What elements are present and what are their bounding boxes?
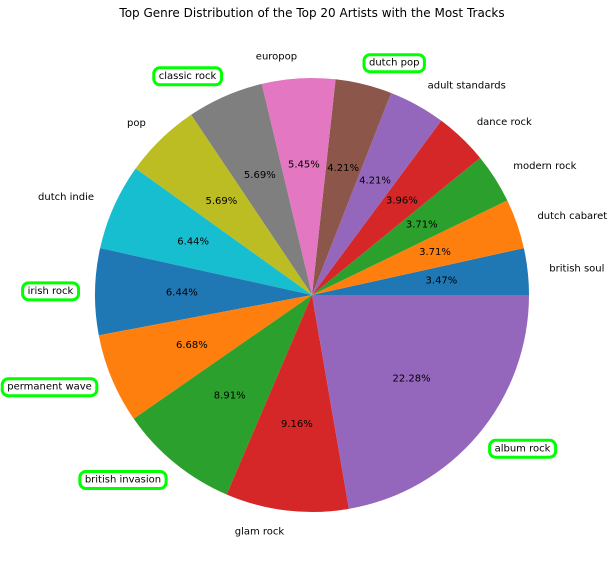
pie-slice-dance-rock bbox=[312, 120, 481, 295]
pie-slice-modern-rock bbox=[312, 157, 508, 295]
percent-label: 4.21% bbox=[327, 163, 359, 174]
percent-label: 5.69% bbox=[244, 170, 276, 181]
highlight-box bbox=[362, 53, 426, 74]
pie-slice-dutch-indie bbox=[100, 168, 312, 295]
pie-slice-dutch-cabaret bbox=[312, 200, 524, 295]
pie-slice-album-rock bbox=[312, 295, 529, 509]
pie-slice-classic-rock bbox=[191, 83, 312, 296]
highlight-box bbox=[152, 66, 224, 87]
pie-slice-dutch-pop bbox=[312, 79, 392, 295]
category-label-dance-rock: dance rock bbox=[477, 117, 532, 128]
percent-label: 3.47% bbox=[426, 275, 458, 286]
chart-title: Top Genre Distribution of the Top 20 Art… bbox=[118, 6, 504, 20]
percent-label: 3.71% bbox=[419, 247, 451, 258]
category-label-album-rock: album rock bbox=[495, 443, 551, 454]
percent-label: 8.91% bbox=[214, 390, 246, 401]
highlight-box bbox=[0, 377, 99, 398]
percent-label: 22.28% bbox=[393, 373, 431, 384]
category-label-dutch-indie: dutch indie bbox=[38, 192, 94, 203]
highlight-box bbox=[21, 281, 81, 302]
pie-slice-british-soul bbox=[312, 248, 529, 295]
category-label-irish-rock: irish rock bbox=[28, 286, 74, 297]
pie-slices bbox=[95, 78, 529, 512]
category-label-british-soul: british soul bbox=[549, 264, 604, 275]
category-labels: british soul dutch cabaret modern rock danc… bbox=[0, 51, 607, 538]
percent-label: 6.44% bbox=[177, 236, 209, 247]
category-label-dutch-cabaret: dutch cabaret bbox=[537, 211, 607, 222]
pie-slice-permanent-wave bbox=[98, 295, 313, 419]
pie-slice-glam-rock bbox=[226, 295, 349, 512]
category-label-british-invasion: british invasion bbox=[85, 474, 161, 485]
pie-slice-british-invasion bbox=[133, 295, 312, 495]
percent-label: 5.45% bbox=[288, 160, 320, 171]
category-label-europop: europop bbox=[256, 51, 297, 62]
percent-label: 6.44% bbox=[166, 287, 198, 298]
category-label-permanent-wave: permanent wave bbox=[7, 382, 92, 393]
pie-slice-pop bbox=[135, 114, 312, 295]
pie-slice-europop bbox=[261, 78, 336, 295]
percent-label: 5.69% bbox=[205, 196, 237, 207]
percent-label: 6.68% bbox=[176, 340, 208, 351]
category-label-adult-standards: adult standards bbox=[428, 81, 506, 92]
percent-label: 3.96% bbox=[386, 195, 418, 206]
category-label-classic-rock: classic rock bbox=[159, 71, 217, 82]
category-label-modern-rock: modern rock bbox=[513, 161, 576, 172]
category-label-glam-rock: glam rock bbox=[235, 527, 285, 538]
percent-label: 3.71% bbox=[406, 220, 438, 231]
category-label-dutch-pop: dutch pop bbox=[369, 58, 419, 69]
percent-label: 4.21% bbox=[359, 176, 391, 187]
pie-slice-irish-rock bbox=[95, 248, 312, 336]
pie-slice-adult-standards bbox=[312, 92, 442, 295]
percent-labels: 3.47% 3.71% 3.71% 3.96% 4.21%4.21% 5.45% 5.69%… bbox=[166, 160, 457, 430]
highlight-box bbox=[488, 438, 558, 459]
percent-label: 9.16% bbox=[281, 419, 313, 430]
category-label-pop: pop bbox=[127, 118, 146, 129]
highlight-box bbox=[78, 469, 168, 490]
